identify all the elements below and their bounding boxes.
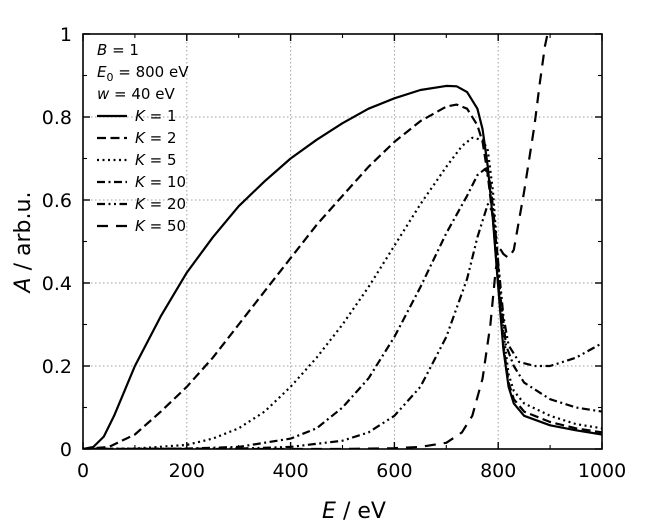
x-axis-title: E / eV [322, 499, 386, 524]
y-tick-label: 0.6 [42, 190, 72, 212]
series-layer [83, 34, 602, 449]
x-tick-label: 1000 [578, 460, 626, 482]
legend-label: K = 2 [135, 129, 177, 147]
legend-label: K = 20 [135, 195, 186, 213]
y-tick-label: 0.2 [42, 356, 72, 378]
series-line-5 [83, 203, 602, 449]
y-tick-label: 0.8 [42, 107, 72, 129]
legend-label: K = 1 [135, 107, 177, 125]
x-tick-label: 800 [480, 460, 516, 482]
series-line-4 [83, 167, 602, 449]
parameter-annotation: B = 1 [97, 41, 139, 59]
x-tick-label: 200 [169, 460, 205, 482]
x-tick-label: 0 [77, 460, 89, 482]
legend-label: K = 5 [135, 151, 177, 169]
x-tick-label: 400 [272, 460, 308, 482]
parameter-annotation: w = 40 eV [97, 85, 175, 103]
legend: B = 1 E0 = 800 eVw = 40 eV K = 1 K = 2 K = 5… [97, 41, 189, 235]
legend-label: K = 10 [135, 173, 186, 191]
tick-layer: 0 200 400 600 800 1000 0 0.2 0.4 0.6 0.8 1 [42, 24, 626, 482]
y-tick-label: 1 [60, 24, 72, 46]
y-tick-label: 0.4 [42, 273, 72, 295]
series-line-1 [83, 84, 602, 449]
legend-label: K = 50 [135, 217, 186, 235]
series-line-2 [83, 103, 602, 449]
series-line-6 [83, 34, 549, 449]
y-tick-label: 0 [60, 439, 72, 461]
parameter-annotation: E0 = 800 eV [97, 63, 189, 84]
y-axis-title: A / arb.u. [11, 192, 36, 295]
x-tick-label: 600 [376, 460, 412, 482]
grid-layer [83, 34, 602, 449]
